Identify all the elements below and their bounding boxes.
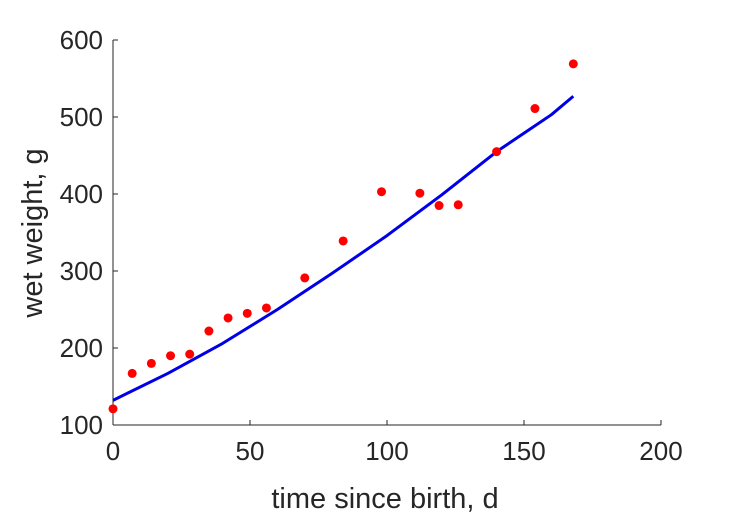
- y-tick-label: 300: [60, 256, 103, 286]
- data-point: [338, 236, 348, 246]
- data-point: [530, 104, 540, 114]
- y-tick-label: 100: [60, 410, 103, 440]
- data-point: [300, 273, 310, 283]
- y-tick-label: 600: [60, 25, 103, 55]
- data-point: [146, 358, 156, 368]
- y-tick-label: 400: [60, 179, 103, 209]
- data-point: [415, 188, 425, 198]
- y-axis-label: wet weight, g: [17, 148, 49, 318]
- x-axis-label: time since birth, d: [271, 483, 498, 515]
- data-point: [166, 351, 176, 361]
- data-point: [492, 147, 502, 157]
- y-tick-label: 500: [60, 102, 103, 132]
- data-point: [223, 313, 233, 323]
- data-point: [242, 308, 252, 318]
- x-tick-label: 0: [106, 436, 120, 466]
- data-point: [127, 368, 137, 378]
- x-tick-label: 50: [236, 436, 265, 466]
- x-tick-label: 100: [365, 436, 408, 466]
- data-point: [185, 349, 195, 359]
- x-tick-label: 200: [639, 436, 682, 466]
- data-point: [204, 326, 214, 336]
- data-point: [453, 200, 463, 210]
- axes: 0 50 100 150 200 100 200 300 400 500 600: [60, 25, 683, 466]
- y-tick-label: 200: [60, 333, 103, 363]
- fit-line: [112, 95, 575, 402]
- data-point: [568, 59, 578, 69]
- data-point: [108, 404, 118, 414]
- data-point: [261, 303, 271, 313]
- data-points: [108, 59, 578, 414]
- data-point: [434, 201, 444, 211]
- fit-curves: [112, 95, 575, 402]
- x-tick-label: 150: [502, 436, 545, 466]
- data-point: [377, 187, 387, 197]
